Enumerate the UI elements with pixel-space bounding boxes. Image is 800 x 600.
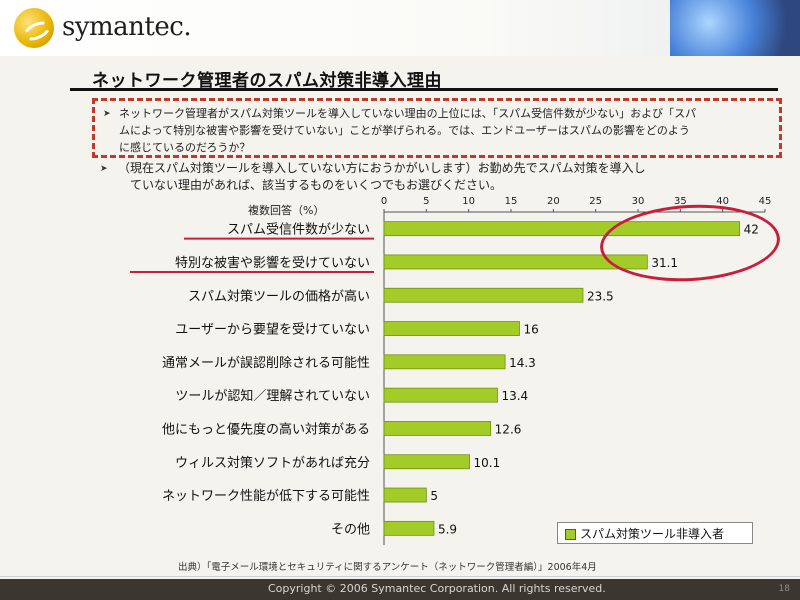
bar xyxy=(383,221,741,237)
legend-label: スパム対策ツール非導入者 xyxy=(580,527,725,541)
title-underline xyxy=(70,88,778,91)
bar xyxy=(383,454,470,470)
category-label: ネットワーク性能が低下する可能性 xyxy=(162,489,370,504)
data-label: 42 xyxy=(744,223,759,237)
note-line: ネットワーク管理者がスパム対策ツールを導入していない理由の上位には、「スパム受信… xyxy=(119,107,697,120)
category-label: その他 xyxy=(331,522,370,537)
question-line: （現在スパム対策ツールを導入していない方におうかがいします）お勤め先でスパム対策… xyxy=(118,161,646,175)
bar-chart: 複数回答（%） 0 5 10 15 20 25 30 35 40 45 スパム受信件数が少ない 42 特別… xyxy=(130,196,772,545)
x-tick-label: 35 xyxy=(674,196,687,207)
summary-note-box: ➤ ネットワーク管理者がスパム対策ツールを導入していない理由の上位には、「スパム… xyxy=(92,98,782,158)
footer-bar: Copyright © 2006 Symantec Corporation. A… xyxy=(0,579,800,600)
x-tick-label: 30 xyxy=(632,196,645,207)
bullet-arrow-icon: ➤ xyxy=(103,109,111,119)
x-tick-label: 45 xyxy=(759,196,772,207)
bar xyxy=(383,321,520,336)
data-label: 14.3 xyxy=(509,356,536,370)
x-tick-label: 10 xyxy=(462,196,475,207)
category-label: スパム対策ツールの価格が高い xyxy=(188,288,370,304)
brand-logo-text: symantec. xyxy=(62,12,192,42)
copyright-text: Copyright © 2006 Symantec Corporation. A… xyxy=(268,582,606,595)
category-label: 他にもっと優先度の高い対策がある xyxy=(162,421,370,437)
slide-title: ネットワーク管理者のスパム対策非導入理由 xyxy=(92,71,442,91)
x-tick-label: 25 xyxy=(589,196,602,207)
bar xyxy=(383,487,427,503)
question-line: ていない理由があれば、該当するものをいくつでもお選びください。 xyxy=(130,178,503,192)
slide-header: symantec. xyxy=(0,0,800,56)
category-label: ユーザーから要望を受けていない xyxy=(175,322,370,338)
note-line: に感じているのだろうか？ xyxy=(119,141,251,154)
data-label: 5 xyxy=(430,489,438,503)
x-tick-label: 5 xyxy=(423,196,429,207)
bullet-arrow-icon: ➤ xyxy=(100,164,108,174)
decorative-header-image xyxy=(670,0,800,56)
note-line: ムによって特別な被害や影響を受けていない」ことが挙げられる。では、エンドユーザー… xyxy=(119,124,690,137)
category-label: ウィルス対策ソフトがあれば充分 xyxy=(175,455,370,471)
bar xyxy=(383,254,648,270)
bar xyxy=(383,354,506,370)
survey-question: （現在スパム対策ツールを導入していない方におうかがいします）お勤め先でスパム対策… xyxy=(118,160,728,194)
bar xyxy=(383,421,492,436)
data-label: 16 xyxy=(523,323,538,337)
category-label: 特別な被害や影響を受けていない xyxy=(175,255,370,271)
chart-legend: スパム対策ツール非導入者 xyxy=(557,522,753,544)
source-citation: 出典）「電子メール環境とセキュリティに関するアンケート（ネットワーク管理者編）」… xyxy=(178,562,597,573)
page-number: 18 xyxy=(778,584,790,594)
x-tick-label: 15 xyxy=(505,196,518,207)
x-tick-label: 40 xyxy=(716,196,729,207)
data-label: 13.4 xyxy=(501,389,528,403)
bar xyxy=(383,387,498,403)
category-label: 通常メールが誤認削除される可能性 xyxy=(162,355,370,371)
legend-swatch xyxy=(565,529,576,540)
bar xyxy=(383,520,435,536)
category-label: ツールが認知／理解されていない xyxy=(175,388,370,404)
category-label: スパム受信件数が少ない xyxy=(227,223,370,238)
footer-divider xyxy=(0,576,800,577)
data-label: 10.1 xyxy=(474,456,501,470)
data-label: 23.5 xyxy=(587,289,614,303)
x-tick-label: 0 xyxy=(381,196,387,207)
data-label: 5.9 xyxy=(438,522,457,536)
axis-label: 複数回答（%） xyxy=(248,203,324,217)
data-label: 31.1 xyxy=(651,256,678,270)
data-label: 12.6 xyxy=(495,422,522,436)
x-tick-label: 20 xyxy=(547,196,560,207)
bar xyxy=(383,287,584,303)
symantec-logo-icon xyxy=(14,8,54,48)
